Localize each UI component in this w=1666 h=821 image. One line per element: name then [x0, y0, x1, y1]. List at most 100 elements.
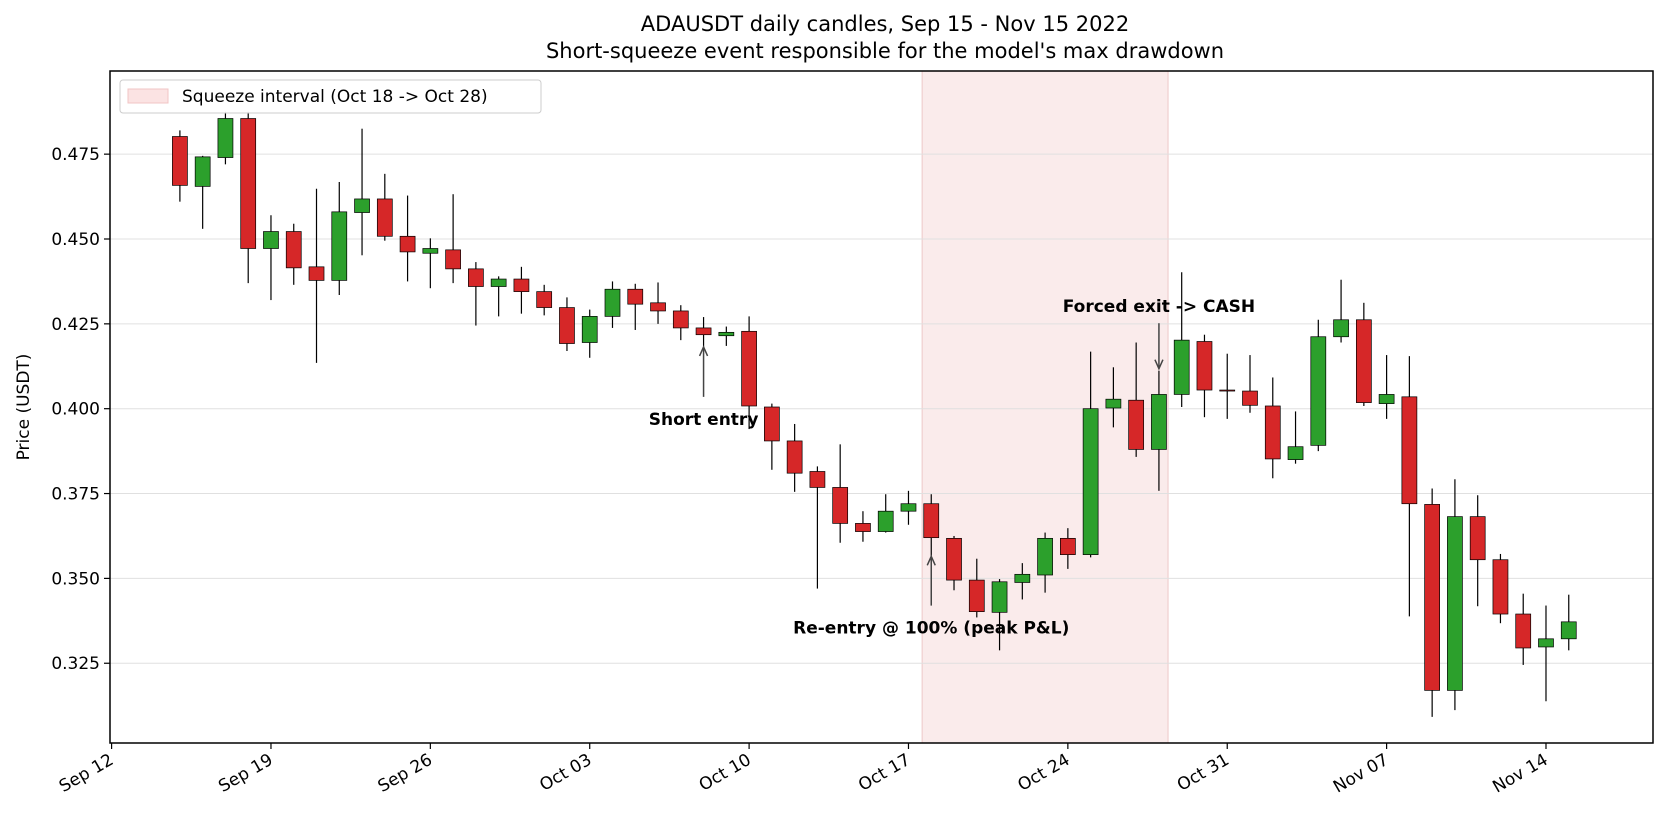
candle-body-up — [1560, 621, 1577, 640]
candle-body-up — [877, 510, 894, 532]
candle — [627, 283, 644, 330]
squeeze-interval-shade — [922, 71, 1169, 743]
candle — [581, 309, 598, 358]
candle — [559, 297, 575, 351]
candle — [1469, 495, 1486, 607]
candle-body-up — [1378, 394, 1395, 404]
candle — [1424, 488, 1440, 717]
candle-body-up — [991, 581, 1008, 613]
candle — [900, 490, 917, 525]
candle-body-up — [900, 503, 917, 512]
candle-body-up — [718, 331, 735, 337]
candle — [1560, 594, 1577, 651]
candle — [786, 423, 803, 492]
candle — [695, 317, 712, 350]
plot-frame — [109, 70, 1654, 744]
annotation-arrow-head — [698, 345, 709, 357]
candle — [1447, 479, 1463, 711]
candle — [1333, 279, 1349, 343]
candle-body-up — [490, 278, 507, 287]
candle-body-down — [468, 268, 484, 287]
candle — [172, 130, 188, 202]
candle-body-down — [536, 291, 553, 308]
candle-body-down — [445, 249, 461, 270]
candle — [764, 403, 780, 470]
candle-body-down — [764, 406, 780, 442]
candle — [354, 128, 370, 256]
candle — [376, 173, 393, 241]
candle — [968, 558, 985, 618]
candle — [1037, 532, 1053, 593]
candle — [445, 194, 461, 284]
candle — [604, 281, 621, 328]
candle-body-down — [855, 523, 871, 532]
candle-body-down — [627, 288, 644, 305]
candle-body-up — [581, 316, 598, 343]
annotation: Forced exit -> CASH — [1063, 297, 1255, 371]
candle — [1196, 334, 1213, 418]
candle-body-down — [832, 487, 849, 524]
candle-body-up — [1082, 408, 1099, 555]
candle-body-down — [1196, 341, 1213, 391]
candle-body-down — [786, 440, 803, 474]
candle — [1242, 355, 1258, 413]
candle-body-down — [1424, 504, 1440, 691]
y-tick-label: 0.450 — [51, 230, 100, 250]
candle-body-down — [308, 266, 325, 281]
candle — [331, 181, 348, 295]
candle-body-down — [741, 330, 757, 407]
squeeze-interval-layer — [921, 71, 1169, 743]
candle-body-down — [946, 537, 962, 581]
candle — [194, 155, 211, 229]
candle — [1492, 553, 1509, 624]
candle — [308, 188, 325, 363]
candle-body-up — [331, 211, 348, 281]
legend: Squeeze interval (Oct 18 -> Oct 28) — [119, 79, 542, 114]
candle-body-down — [1515, 613, 1532, 649]
candle-body-up — [1538, 638, 1554, 648]
candle — [399, 195, 416, 282]
chart-title: ADAUSDT daily candles, Sep 15 - Nov 15 2… — [641, 12, 1129, 36]
y-tick-label: 0.425 — [51, 315, 100, 335]
candle-body-down — [376, 198, 393, 237]
candle — [877, 494, 894, 533]
candle-body-down — [968, 579, 985, 613]
candle — [1538, 605, 1554, 702]
candle — [513, 266, 530, 314]
candle-body-up — [1333, 319, 1349, 338]
candle-body-down — [1492, 559, 1509, 615]
candle-body-down — [172, 136, 188, 186]
candle — [809, 466, 826, 589]
annotation: Short entry — [649, 345, 758, 430]
legend-box — [119, 79, 542, 114]
y-axis-ticks: 0.325 0.350 0.375 0.400 0.425 0.450 0.475 — [51, 145, 110, 674]
candle — [263, 215, 279, 301]
candle-body-down — [650, 302, 666, 312]
candle — [650, 282, 666, 324]
legend-swatch — [127, 88, 169, 104]
candle — [285, 223, 302, 285]
candle-body-up — [422, 248, 439, 254]
candle-body-down — [1469, 516, 1486, 561]
candle — [536, 284, 553, 316]
candle-body-down — [399, 235, 416, 253]
candles-layer — [172, 111, 1577, 717]
candle-body-down — [923, 503, 940, 539]
y-tick-label: 0.375 — [51, 485, 100, 505]
candle — [490, 276, 507, 317]
candle-body-up — [1310, 336, 1327, 446]
candle — [946, 535, 962, 591]
candle — [1378, 355, 1395, 419]
candle — [240, 111, 257, 284]
candle-body-down — [809, 471, 826, 488]
candle — [1287, 411, 1304, 464]
candle-body-down — [513, 278, 530, 292]
candle — [1173, 272, 1190, 407]
candle — [741, 316, 757, 430]
candle-body-down — [672, 310, 689, 329]
candle-body-up — [1151, 394, 1167, 450]
candle — [1264, 377, 1281, 479]
candle-body-down — [1355, 319, 1372, 403]
